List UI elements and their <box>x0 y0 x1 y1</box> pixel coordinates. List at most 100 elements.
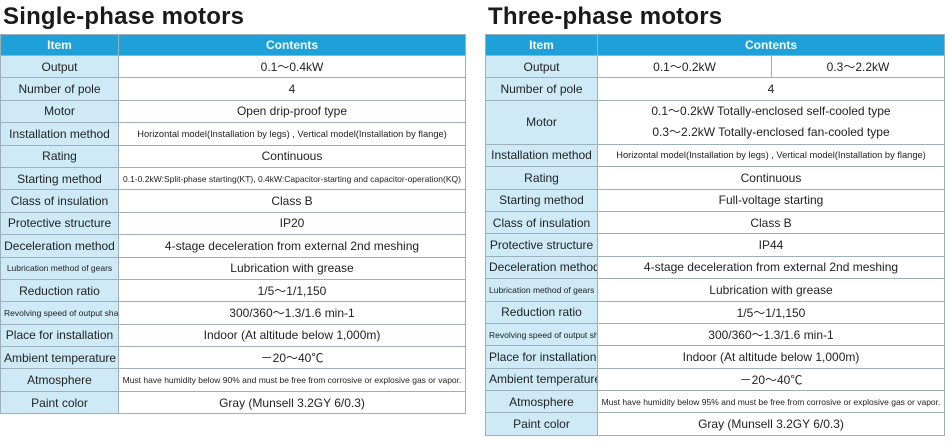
row-label: Rating <box>0 144 119 168</box>
row-label: Starting method <box>0 166 119 191</box>
row-label: Ambient temperature <box>485 367 598 392</box>
header-item: Item <box>485 34 598 56</box>
three-phase-section: Three-phase motors Item Contents Output … <box>485 0 945 436</box>
row-label: Reduction ratio <box>0 278 119 303</box>
row-value: Must have humidity below 95% and must be… <box>597 390 945 414</box>
row-label: Output <box>485 54 598 79</box>
single-phase-section: Single-phase motors Item Contents Output… <box>0 0 466 415</box>
table-row: Atmosphere Must have humidity below 90% a… <box>0 368 466 392</box>
row-label: Deceleration method <box>0 234 119 258</box>
table-row: Rating Continuous <box>0 144 466 168</box>
row-label: Paint color <box>485 412 598 436</box>
table-row: Protective structure IP44 <box>485 233 945 257</box>
table-header-row: Item Contents <box>0 34 466 56</box>
table-row: Ambient temperature －20～40℃ <box>485 367 945 392</box>
row-value: Indoor (At altitude below 1,000m) <box>118 323 466 348</box>
row-value: Lubrication with grease <box>118 256 466 280</box>
row-label: Number of pole <box>0 77 119 101</box>
row-value: 4-stage deceleration from external 2nd m… <box>597 255 945 280</box>
row-value: 4-stage deceleration from external 2nd m… <box>118 234 466 258</box>
row-label: Paint color <box>0 390 119 415</box>
row-value: Continuous <box>597 166 945 190</box>
motor-line-low: 0.1～0.2kW Totally-enclosed self-cooled t… <box>651 104 891 119</box>
row-value: －20～40℃ <box>118 346 466 370</box>
row-value: Indoor (At altitude below 1,000m) <box>597 345 945 369</box>
row-label: Motor <box>0 99 119 124</box>
table-row: Rating Continuous <box>485 166 945 190</box>
row-value: Horizontal model(Installation by legs) ,… <box>118 122 466 146</box>
row-value: Full-voltage starting <box>597 188 945 212</box>
row-value: 1/5～1/1,150 <box>597 300 945 324</box>
table-row: Starting method 0.1-0.2kW:Split-phase sta… <box>0 166 466 191</box>
row-label: Motor <box>485 99 598 145</box>
row-value: 300/360～1.3/1.6 min-1 <box>118 301 466 325</box>
row-value: Lubrication with grease <box>597 278 945 302</box>
row-value: Class B <box>597 210 945 235</box>
table-row: Starting method Full-voltage starting <box>485 188 945 212</box>
table-row: Output 0.1～0.2kW 0.3～2.2kW <box>485 54 945 79</box>
row-value: 4 <box>118 77 466 101</box>
table-row: Installation method Horizontal model(Inst… <box>485 143 945 168</box>
motor-value: 0.1～0.2kW Totally-enclosed self-cooled t… <box>597 99 945 145</box>
table-row: Reduction ratio 1/5～1/1,150 <box>485 300 945 324</box>
table-row: Number of pole 4 <box>0 77 466 101</box>
row-value: Class B <box>118 189 466 213</box>
table-row: Paint color Gray (Munsell 3.2GY 6/0.3) <box>485 412 945 436</box>
row-value: IP44 <box>597 233 945 257</box>
row-value: 1/5～1/1,150 <box>118 278 466 303</box>
row-label: Place for installation <box>485 345 598 369</box>
row-value: Must have humidity below 90% and must be… <box>118 368 466 392</box>
row-label: Class of insulation <box>0 189 119 213</box>
motor-line-high: 0.3～2.2kW Totally-enclosed fan-cooled ty… <box>652 125 890 140</box>
table-row: Revolving speed of output shaft 300/360～1… <box>485 322 945 347</box>
header-item: Item <box>0 34 119 56</box>
table-row: Deceleration method 4-stage deceleration … <box>0 234 466 258</box>
table-row: Deceleration method 4-stage deceleration … <box>485 255 945 280</box>
three-phase-title: Three-phase motors <box>488 3 723 30</box>
row-label: Lubrication method of gears <box>0 256 119 280</box>
output-low-value: 0.1～0.2kW <box>597 54 772 79</box>
row-value: －20～40℃ <box>597 367 945 392</box>
table-row: Motor 0.1～0.2kW Totally-enclosed self-co… <box>485 99 945 145</box>
table-row: Lubrication method of gears Lubrication w… <box>0 256 466 280</box>
row-label: Protective structure <box>485 233 598 257</box>
table-row: Class of insulation Class B <box>485 210 945 235</box>
row-label: Output <box>0 54 119 79</box>
row-label: Installation method <box>0 122 119 146</box>
three-phase-spec-table: Item Contents Output 0.1～0.2kW 0.3～2.2kW… <box>485 34 945 436</box>
row-value: 0.1～0.4kW <box>118 54 466 79</box>
table-row: Output 0.1～0.4kW <box>0 54 466 79</box>
table-row: Ambient temperature －20～40℃ <box>0 346 466 370</box>
header-contents: Contents <box>118 34 466 56</box>
table-row: Installation method Horizontal model(Inst… <box>0 122 466 146</box>
row-label: Deceleration method <box>485 255 598 280</box>
single-phase-spec-table: Item Contents Output 0.1～0.4kW Number of … <box>0 34 466 415</box>
table-row: Protective structure IP20 <box>0 211 466 236</box>
table-row: Class of insulation Class B <box>0 189 466 213</box>
row-label: Number of pole <box>485 77 598 101</box>
table-row: Lubrication method of gears Lubrication w… <box>485 278 945 302</box>
row-value: Open drip-proof type <box>118 99 466 124</box>
row-value: 4 <box>597 77 945 101</box>
table-row: Paint color Gray (Munsell 3.2GY 6/0.3) <box>0 390 466 415</box>
single-phase-title: Single-phase motors <box>3 3 245 30</box>
header-contents: Contents <box>597 34 945 56</box>
row-label: Atmosphere <box>485 390 598 414</box>
row-label: Protective structure <box>0 211 119 236</box>
row-value: Horizontal model(Installation by legs) ,… <box>597 143 945 168</box>
table-header-row: Item Contents <box>485 34 945 56</box>
row-value: 300/360～1.3/1.6 min-1 <box>597 322 945 347</box>
row-label: Rating <box>485 166 598 190</box>
row-label: Ambient temperature <box>0 346 119 370</box>
row-value: 0.1-0.2kW:Split-phase starting(KT), 0.4k… <box>118 166 466 191</box>
row-label: Atmosphere <box>0 368 119 392</box>
output-high-value: 0.3～2.2kW <box>771 54 945 79</box>
row-label: Reduction ratio <box>485 300 598 324</box>
row-label: Installation method <box>485 143 598 168</box>
row-value: IP20 <box>118 211 466 236</box>
table-row: Number of pole 4 <box>485 77 945 101</box>
row-label: Revolving speed of output shaft <box>485 322 598 347</box>
row-value: Gray (Munsell 3.2GY 6/0.3) <box>118 390 466 415</box>
table-row: Reduction ratio 1/5～1/1,150 <box>0 278 466 303</box>
row-label: Place for installation <box>0 323 119 348</box>
